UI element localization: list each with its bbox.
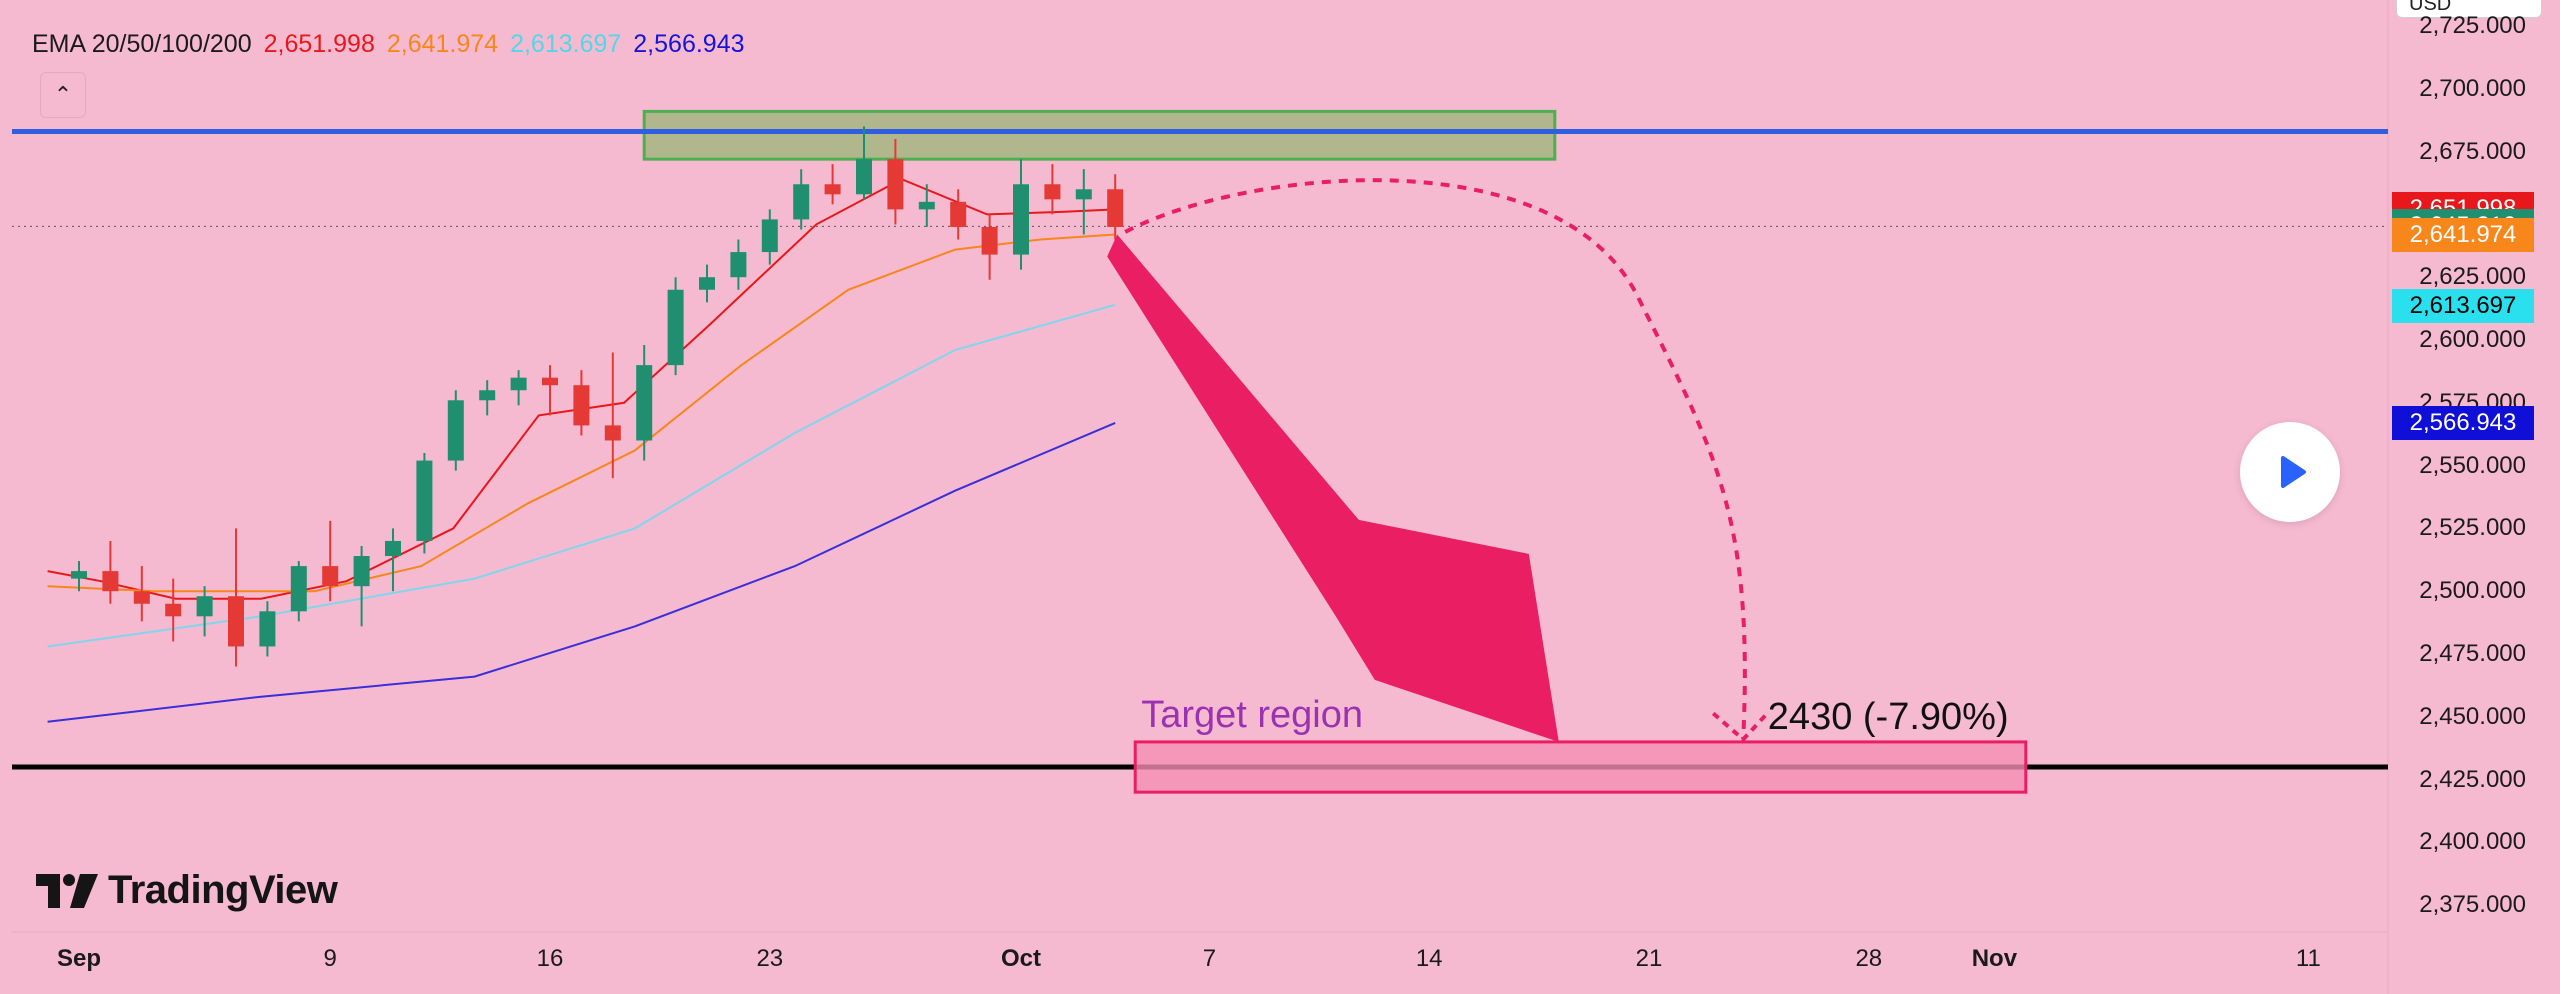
projection-curve: [1124, 178, 1747, 740]
candle-body: [1075, 189, 1092, 200]
candle-body: [542, 377, 558, 386]
target-zone: [1133, 740, 2028, 794]
candle-body: [447, 400, 464, 461]
ema-legend-value: 2,566.943: [633, 30, 745, 58]
candle-body: [133, 591, 150, 604]
candle-body: [981, 226, 998, 255]
projection-arrowhead: [1711, 711, 1769, 743]
candle-body: [259, 611, 276, 647]
candle-body: [636, 365, 653, 441]
candle-body: [416, 460, 433, 541]
candle-body: [950, 201, 967, 227]
candle-body: [730, 252, 747, 278]
candle-body: [824, 184, 841, 195]
down-arrow: [1107, 234, 1559, 742]
candle-body: [102, 571, 119, 592]
candle-body: [165, 603, 182, 617]
candle-body: [761, 219, 778, 253]
candle-body: [353, 556, 370, 587]
ema-line: [47, 303, 1116, 648]
candle-body: [290, 566, 307, 612]
candle-body: [479, 390, 496, 401]
candle-body: [918, 201, 935, 210]
tradingview-wordmark: TradingView: [108, 868, 338, 912]
candle-body: [887, 159, 904, 210]
play-icon: [2281, 456, 2306, 488]
ema-legend-value: 2,613.697: [510, 30, 622, 58]
chevron-up-icon: ⌃: [53, 82, 73, 107]
candle-body: [322, 566, 339, 587]
ema-legend-value: 2,651.998: [263, 30, 375, 58]
target-region-label: Target region: [1141, 693, 1363, 736]
target-value-label: 2430 (-7.90%): [1767, 695, 2009, 738]
candle-body: [71, 571, 87, 579]
candle-body: [1107, 189, 1124, 227]
tradingview-logo-icon: [36, 873, 98, 908]
candle-body: [196, 596, 213, 617]
ema-legend: EMA 20/50/100/200 2,651.998 2,641.974 2,613…: [32, 30, 769, 59]
candle-body: [699, 277, 715, 290]
ema-line: [47, 421, 1116, 723]
candle-body: [385, 540, 401, 557]
candle-body: [1044, 184, 1061, 200]
candle-body: [856, 159, 872, 195]
candle-body: [228, 596, 244, 647]
candle-body: [573, 385, 590, 426]
candle-body: [604, 425, 621, 441]
candle-body: [793, 184, 810, 220]
tradingview-logo[interactable]: TradingView: [36, 868, 338, 913]
resistance-zone: [642, 109, 1557, 161]
replay-button[interactable]: [2240, 422, 2340, 522]
collapse-legend-button[interactable]: ⌃: [40, 72, 86, 118]
candle-body: [667, 289, 684, 366]
candle-body: [510, 377, 527, 391]
ema-legend-values: 2,651.998 2,641.974 2,613.697 2,566.943: [264, 30, 757, 58]
candle-body: [1013, 184, 1029, 255]
currency-selector[interactable]: USD: [2396, 0, 2542, 18]
ema-legend-value: 2,641.974: [386, 30, 499, 58]
ema-legend-label: EMA 20/50/100/200: [32, 30, 252, 58]
